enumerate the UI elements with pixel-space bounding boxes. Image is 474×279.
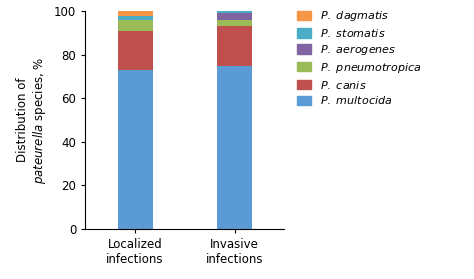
Bar — [217, 66, 252, 229]
Bar — [118, 20, 153, 31]
Bar — [217, 27, 252, 66]
Bar — [217, 20, 252, 27]
Bar — [217, 13, 252, 20]
Y-axis label: Distribution of
$pateurella$ species, %: Distribution of $pateurella$ species, % — [16, 56, 48, 184]
Bar — [118, 31, 153, 70]
Bar — [118, 16, 153, 20]
Bar — [118, 11, 153, 16]
Bar — [118, 70, 153, 229]
Legend: $P.$ $\it{dagmatis}$, $P.$ $\it{stomatis}$, $P.$ $\it{aerogenes}$, $P.$ $\it{pne: $P.$ $\it{dagmatis}$, $P.$ $\it{stomatis… — [294, 7, 424, 109]
Bar — [217, 11, 252, 13]
